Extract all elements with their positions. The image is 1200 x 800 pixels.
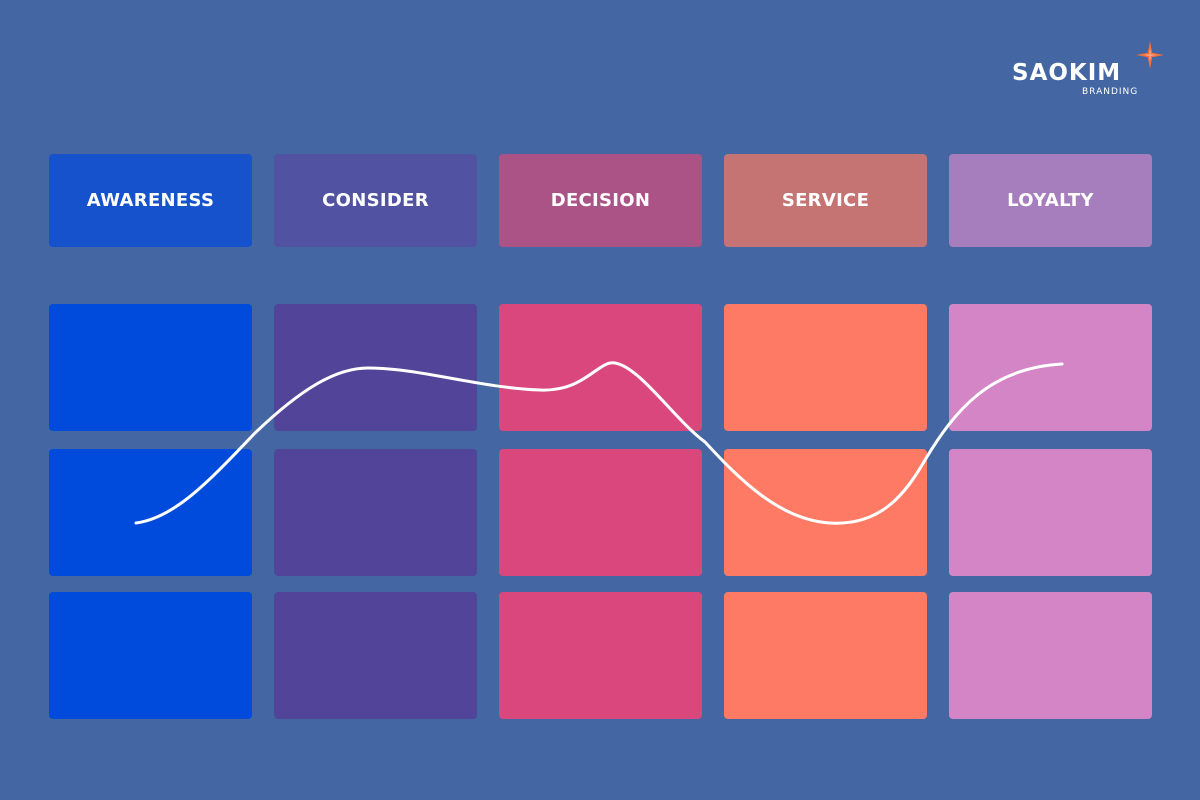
stage-header-awareness: AWARENESS <box>49 154 252 247</box>
stage-label: CONSIDER <box>322 190 429 211</box>
grid-cell-service <box>724 592 927 719</box>
grid-cell-loyalty <box>949 592 1152 719</box>
stage-label: SERVICE <box>781 190 870 211</box>
grid-cell-awareness <box>49 592 252 719</box>
grid-cell-service <box>724 449 927 576</box>
stage-header-loyalty: LOYALTY <box>949 154 1152 247</box>
grid-cell-decision <box>499 304 702 431</box>
grid-cell-decision <box>499 592 702 719</box>
logo-wordmark: SAOKIM <box>1012 60 1122 86</box>
grid-cell-loyalty <box>949 449 1152 576</box>
grid-cell-consider <box>274 449 477 576</box>
stage-header-consider: CONSIDER <box>274 154 477 247</box>
grid-cell-awareness <box>49 449 252 576</box>
grid-cell-consider <box>274 592 477 719</box>
grid-cell-loyalty <box>949 304 1152 431</box>
grid-cell-service <box>724 304 927 431</box>
stage-label: LOYALTY <box>1007 190 1094 211</box>
grid-cell-consider <box>274 304 477 431</box>
grid-cell-awareness <box>49 304 252 431</box>
stage-header-service: SERVICE <box>724 154 927 247</box>
saokim-logo: SAOKIM BRANDING <box>1008 40 1168 104</box>
logo-tagline: BRANDING <box>1082 87 1139 97</box>
grid-cell-decision <box>499 449 702 576</box>
sparkle-star-icon <box>1136 41 1164 69</box>
stage-header-decision: DECISION <box>499 154 702 247</box>
stage-label: DECISION <box>550 190 651 211</box>
stage-label: AWARENESS <box>86 190 215 211</box>
